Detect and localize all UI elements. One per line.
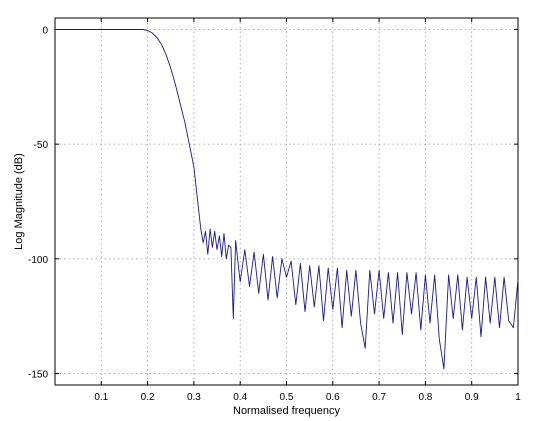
x-axis-label: Normalised frequency [233, 405, 340, 417]
frequency-response-line [55, 29, 519, 370]
x-tick-label: 0.4 [233, 392, 247, 403]
y-tick-label: 0 [42, 25, 48, 36]
x-tick-label: 1 [515, 392, 521, 403]
y-tick-label: -50 [34, 140, 49, 151]
x-tick-label: 0.9 [465, 392, 479, 403]
x-tick-label: 0.5 [280, 392, 294, 403]
x-tick-label: 0.6 [326, 392, 340, 403]
x-tick-labels: 0.1 0.2 0.3 0.4 0.5 0.6 0.7 0.8 0.9 1 [94, 392, 521, 403]
y-tick-labels: 0 -50 -100 -150 [28, 25, 48, 380]
x-tick-label: 0.7 [372, 392, 386, 403]
x-tick-label: 0.3 [187, 392, 201, 403]
x-gridlines [100, 18, 473, 385]
y-tick-label: -100 [28, 255, 48, 266]
x-tick-label: 0.8 [418, 392, 432, 403]
y-tick-label: -150 [28, 370, 48, 381]
x-tick-label: 0.1 [94, 392, 108, 403]
x-tick-label: 0.2 [141, 392, 155, 403]
y-axis-label: Log Magnitude (dB) [13, 153, 25, 250]
